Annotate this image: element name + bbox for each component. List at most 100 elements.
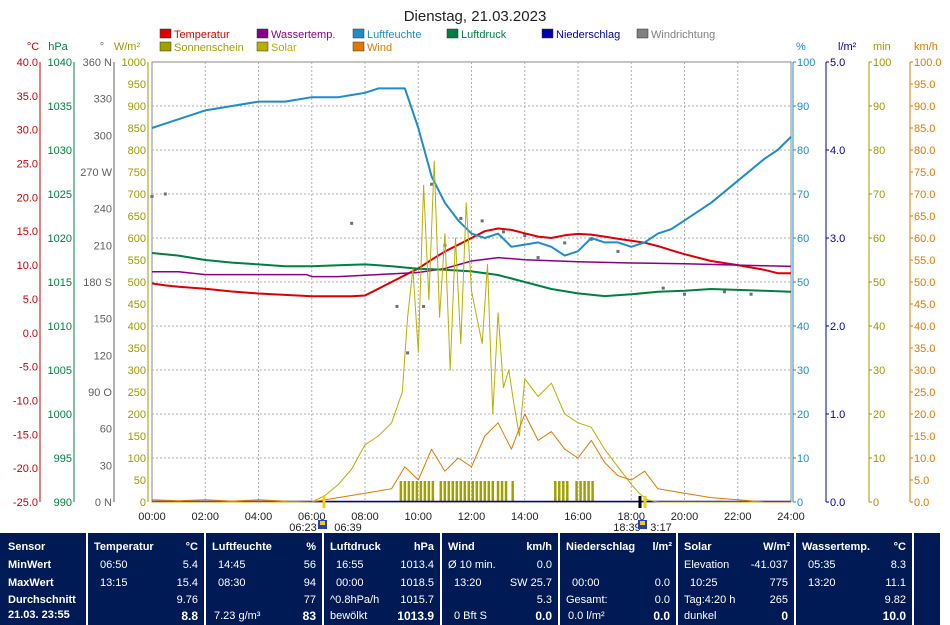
axis-unit-label: hPa [48,41,68,53]
pressure-header: Luftdruck [330,541,381,553]
y-tick-label: 4.0 [830,145,845,157]
y-tick-label: 300 [94,130,112,142]
rain-header: Niederschlag [566,541,636,553]
y-tick-label: 70 [797,189,809,201]
sunshine-bar [583,481,586,502]
series-line-luftfeuchte [151,87,792,257]
y-tick-label: 60.0 [914,233,935,245]
wind-day-average: 5.3 [536,594,552,606]
y-tick-label: 30 [873,365,885,377]
stats-solar: Solar W/m² Elevation -41.037 10:25 775 T… [678,533,794,625]
row-label-avg: Durchschnitt [8,594,76,606]
sunshine-bar [487,481,491,502]
sunshine-bar [415,481,419,502]
wind-direction-dot [395,304,399,308]
y-tick-label: 40.0 [17,57,38,69]
sunshine-bar [504,481,508,502]
moonset-time: 3:17 [650,522,671,533]
wind-direction-dot [563,241,567,245]
legend-swatch [256,41,269,52]
sunshine-bar [403,481,407,502]
sunshine-bar [562,481,565,502]
sunshine-bar [479,481,483,502]
x-tick-label: 20:00 [671,511,699,523]
solar-elevation-value: -41.037 [750,559,788,571]
y-tick-label: 2.0 [830,321,845,333]
y-tick-label: 360 N [83,57,112,69]
y-tick-label: 30 [100,460,112,472]
x-axis: 00:00 02:00 04:00 06:00 08:00 10:00 12:00 14:00… [138,511,805,523]
y-tick-label: 990 [54,497,72,509]
temp-max-value: 15.4 [176,577,198,589]
sunshine-bar [443,481,447,502]
sunset-sun-icon [640,521,645,525]
y-tick-label: 15.0 [17,226,38,238]
wind-direction-dot [661,286,665,290]
wind-direction-dot [480,219,484,223]
sunshine-bar [439,481,443,502]
stats-humidity: Luftfeuchte % 14:45 56 08:30 94 77 7.23 … [206,533,322,625]
legend-label: Luftfeuchte [367,29,421,41]
pressure-max-time: 00:00 [336,577,364,589]
pressure-weather: bewölkt [330,610,368,622]
y-tick-label: 55.0 [914,255,935,267]
y-tick-label: 200 [128,409,146,421]
sunshine-bar [447,481,451,502]
wind-max-value: SW 25.7 [509,577,552,589]
solar-max-time: 10:25 [690,577,718,589]
y-tick-label: 180 S [83,277,112,289]
weather-chart: Dienstag, 21.03.2023 Temperatur Wassertem… [13,8,942,533]
sunshine-bar [467,481,471,502]
y-tick-label: 30.0 [17,125,38,137]
stats-empty-box [914,533,940,625]
wind-direction-dot [150,194,154,198]
solar-day-label: Tag:4:20 h [684,594,736,606]
y-tick-label: 700 [128,189,146,201]
y-tick-label: 350 [128,343,146,355]
y-tick-label: 10 [797,453,809,465]
y-tick-label: 250 [128,387,146,399]
solar-max-value: 775 [769,577,788,589]
axis-unit-label: l/m² [838,41,857,53]
water-unit: °C [893,541,906,553]
legend-swatch [256,28,269,39]
wind-direction-dot [501,230,505,234]
series-lines [151,87,792,503]
y-tick-label: 35.0 [17,91,38,103]
y-tick-label: 0 [873,497,879,509]
pressure-unit: hPa [413,541,434,553]
y-tick-label: 20 [873,409,885,421]
legend-swatch [159,28,172,39]
axis-units: °C hPa ° W/m²% l/m² min km/h [27,41,938,53]
temp-unit: °C [185,541,198,553]
y-tick-label: 0.0 [914,497,929,509]
y-axes: 40.0 35.0 30.0 25.0 20.0 15.0 10.0 5.0 0.0 -5.0 -1… [13,57,942,509]
y-tick-label: 900 [128,101,146,113]
y-tick-label: 20.0 [17,192,38,204]
sunshine-bar [491,481,495,502]
wind-direction-dot [749,292,753,296]
legend: Temperatur Wassertemp. Luftfeuchte Luftdruc… [159,28,715,54]
water-min-time: 05:35 [808,559,836,571]
y-tick-label: 50.0 [914,277,935,289]
y-tick-label: 70.0 [914,189,935,201]
x-tick-label: 10:00 [404,511,432,523]
row-label-min: MinWert [8,559,52,571]
y-tick-label: 5.0 [914,475,929,487]
sunshine-bar [579,481,582,502]
stats-pressure: Luftdruck hPa 16:55 1013.4 00:00 1018.5 … [324,533,440,625]
y-tick-label: 0 [797,497,803,509]
water-min-value: 8.3 [890,559,906,571]
series-line-solar [152,160,791,503]
y-tick-label: 95.0 [914,79,935,91]
solar-unit: W/m² [763,541,790,553]
y-tick-label: 20 [797,409,809,421]
rain-last-value: 0.0 [654,577,670,589]
solar-day-value: 265 [769,594,788,606]
y-tick-label: 10.0 [17,260,38,272]
sunshine-bar [431,481,435,502]
y-tick-label: 60 [797,233,809,245]
y-tick-label: 0 [140,497,146,509]
series-line-wind [151,413,791,503]
y-tick-label: 25.0 [17,159,38,171]
